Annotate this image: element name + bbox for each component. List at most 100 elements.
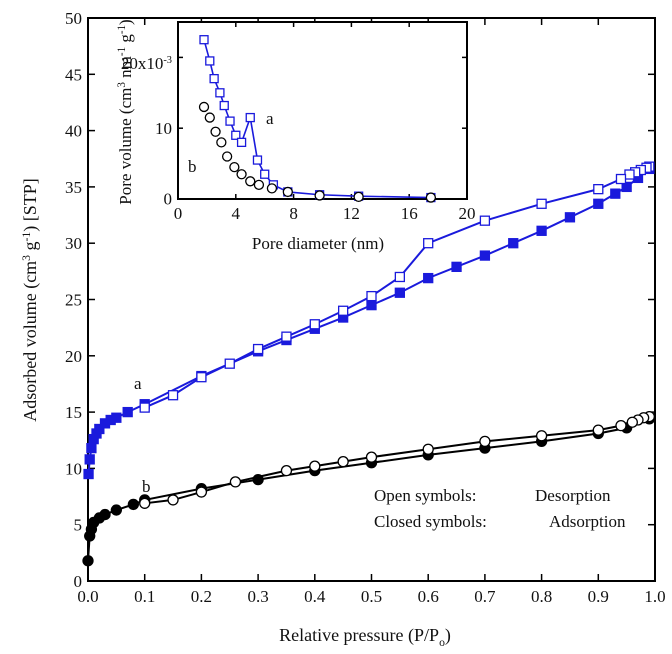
marker: [536, 225, 547, 236]
marker: [127, 498, 140, 511]
x-tick-label: 0.3: [247, 587, 268, 606]
label-part: Adsorbed volume (cm: [20, 261, 41, 422]
marker: [394, 287, 406, 298]
marker: [337, 305, 349, 316]
annotation: a: [134, 374, 142, 393]
marker: [593, 198, 604, 209]
y-tick-label: 5: [74, 516, 83, 535]
label-part: g: [116, 34, 135, 47]
marker: [564, 212, 576, 223]
x-tick-label: 0.0: [77, 587, 98, 606]
x-tick-label: 20: [459, 204, 476, 223]
marker: [122, 406, 133, 418]
marker: [260, 169, 270, 179]
marker: [245, 176, 256, 187]
x-tick-label: 8: [289, 204, 298, 223]
annotation: b: [188, 157, 197, 176]
marker: [204, 112, 215, 123]
marker: [508, 238, 519, 249]
marker: [99, 508, 111, 521]
marker: [111, 412, 122, 423]
x-tick-label: 12: [343, 204, 360, 223]
marker: [83, 468, 94, 480]
x-tick-label: 0.4: [304, 587, 326, 606]
legend-text: Desorption: [535, 486, 611, 505]
marker: [621, 181, 632, 193]
tick-exponent: -3: [163, 55, 172, 66]
y-tick-label: 10: [155, 119, 172, 138]
marker: [196, 372, 207, 383]
plot-frame: [177, 21, 468, 200]
y-axis-label: Pore volume (cm3 nm-1 g-1): [116, 19, 135, 204]
y-tick-label: 0: [164, 190, 173, 209]
marker: [309, 460, 321, 472]
marker: [199, 35, 209, 45]
marker: [195, 486, 208, 498]
legend-text: Closed symbols:: [374, 512, 487, 531]
legend-text: Adsorption: [549, 512, 626, 531]
y-tick-label: 35: [65, 178, 82, 197]
annotation: b: [142, 477, 151, 496]
marker: [451, 261, 462, 272]
tick-label-part: 20x10: [121, 54, 164, 73]
marker: [615, 419, 627, 432]
label-part: ): [445, 625, 451, 646]
marker: [139, 497, 151, 509]
marker: [535, 430, 548, 442]
marker: [219, 100, 229, 111]
marker: [337, 455, 349, 468]
x-tick-label: 16: [401, 204, 418, 223]
label-part: Pore volume (cm: [116, 88, 135, 205]
marker: [615, 173, 627, 185]
marker: [353, 191, 364, 203]
y-axis-label: Adsorbed volume (cm3 g-1) [STP]: [20, 178, 41, 422]
label-part: 3: [20, 255, 33, 261]
x-tick-label: 0.6: [418, 587, 439, 606]
marker: [205, 56, 215, 66]
marker: [366, 299, 377, 311]
label-part: -1: [20, 232, 33, 242]
marker: [423, 238, 434, 249]
marker: [479, 250, 491, 261]
marker: [198, 101, 210, 113]
label-part: Pore diameter (nm): [252, 234, 384, 253]
marker: [216, 137, 227, 148]
marker: [366, 290, 377, 302]
y-tick-label: 20: [65, 347, 82, 366]
marker: [229, 476, 242, 488]
series-line: [203, 39, 431, 199]
marker: [245, 112, 255, 123]
marker: [210, 126, 221, 137]
label-part: -1: [116, 47, 128, 56]
marker: [314, 190, 325, 201]
legend-text: Open symbols:: [374, 486, 476, 505]
x-tick-label: 0.8: [531, 587, 552, 606]
annotation: a: [266, 109, 274, 128]
marker: [626, 416, 638, 428]
marker: [282, 186, 293, 198]
marker: [215, 88, 225, 98]
y-tick-label: 20x10-3: [121, 54, 172, 73]
y-tick-label: 50: [65, 9, 82, 28]
marker: [280, 465, 293, 477]
marker: [592, 424, 604, 436]
x-axis-label: Relative pressure (P/Po): [279, 625, 451, 649]
label-part: g: [20, 241, 40, 255]
marker: [229, 161, 240, 173]
x-tick-label: 4: [232, 204, 241, 223]
marker: [536, 198, 547, 209]
marker: [139, 402, 150, 413]
y-tick-label: 0: [74, 572, 83, 591]
marker: [365, 451, 378, 463]
y-tick-label: 10: [65, 459, 82, 478]
marker: [425, 192, 437, 203]
marker: [479, 435, 491, 448]
marker: [422, 443, 434, 455]
x-tick-label: 0.1: [134, 587, 155, 606]
marker: [82, 555, 94, 567]
marker: [266, 183, 278, 194]
x-tick-label: 1.0: [644, 587, 665, 606]
marker: [252, 343, 264, 355]
marker: [253, 179, 265, 190]
marker: [84, 454, 95, 465]
